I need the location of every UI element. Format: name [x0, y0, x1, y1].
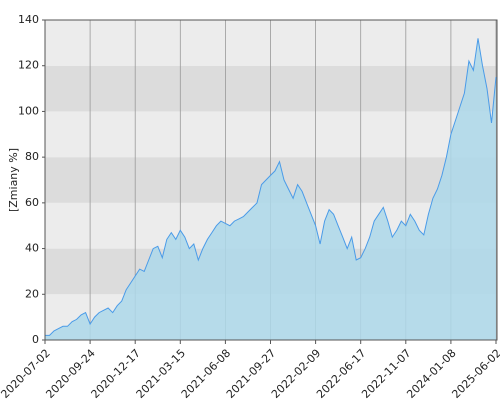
- area: [45, 38, 496, 341]
- plot-frame: [44, 19, 498, 341]
- y-tick-label: 0: [32, 333, 39, 346]
- line: [45, 38, 497, 336]
- y-tick-label: 60: [25, 196, 39, 209]
- y-axis-label: [Zmiany %]: [7, 148, 20, 212]
- y-tick-label: 40: [25, 242, 39, 255]
- y-tick-label: 120: [18, 59, 39, 72]
- y-tick-label: 20: [25, 287, 39, 300]
- y-tick-label: 80: [25, 150, 39, 163]
- grid-band: [45, 20, 497, 66]
- y-tick-label: 100: [18, 104, 39, 117]
- y-tick-label: 140: [18, 13, 39, 26]
- grid-band: [45, 65, 497, 112]
- grid-band: [45, 111, 497, 158]
